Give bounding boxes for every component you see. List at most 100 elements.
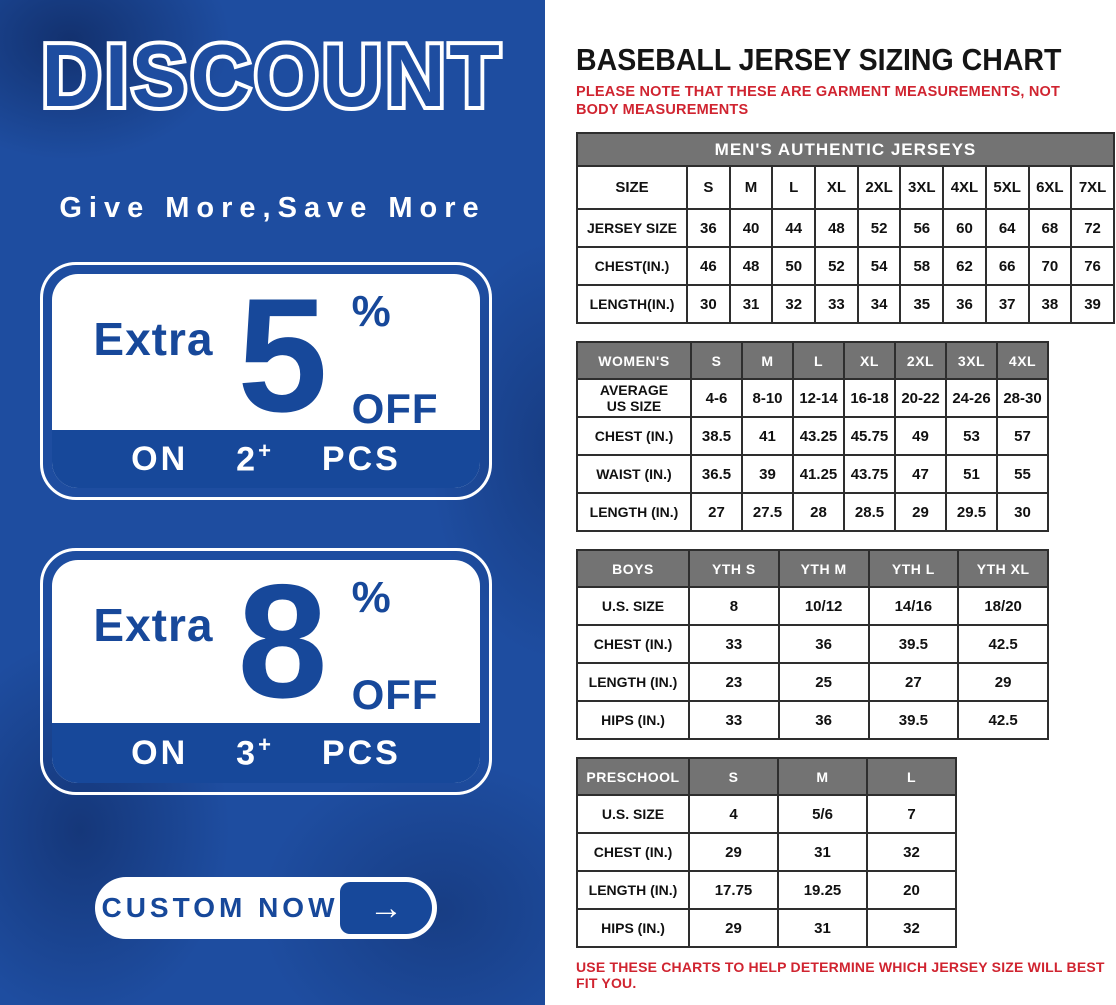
table-cell: 31	[728, 284, 774, 325]
header-cell: S	[690, 341, 743, 381]
row-label: LENGTH (IN.)	[576, 492, 692, 533]
table-cell: 32	[866, 832, 957, 873]
table-cell: 31	[777, 832, 868, 873]
table-cell: 27.5	[741, 492, 794, 533]
percent-off-column: % OFF	[352, 576, 439, 716]
table-cell: 55	[996, 454, 1049, 495]
table-cell: 31	[777, 908, 868, 949]
header-cell: M	[777, 757, 868, 797]
arrow-right-icon[interactable]: →	[340, 882, 432, 934]
header-cell: S	[686, 165, 731, 211]
table-cell: 29.5	[945, 492, 998, 533]
table-row: JERSEY SIZE 36 40 44 48 52 56 60 64 68 72	[576, 208, 1115, 249]
table-row: HIPS (IN.) 33 36 39.5 42.5	[576, 700, 1049, 741]
table-cell: 49	[894, 416, 947, 457]
discount-banner: DISCOUNT Give More,Save More Extra 5 % O…	[0, 0, 545, 1005]
header-cell: YTH S	[688, 549, 780, 589]
header-cell: SIZE	[576, 165, 688, 211]
row-label: LENGTH (IN.)	[576, 662, 690, 703]
table-cell: 60	[942, 208, 987, 249]
offer-top: Extra 5 % OFF	[52, 274, 480, 437]
table-title-band: MEN'S AUTHENTIC JERSEYS	[576, 132, 1115, 168]
row-label: CHEST(IN.)	[576, 246, 688, 287]
table-cell: 68	[1027, 208, 1073, 249]
table-cell: 38.5	[690, 416, 743, 457]
table-cell: 10/12	[777, 586, 870, 627]
table-cell: 36	[777, 700, 870, 741]
row-label: CHEST (IN.)	[576, 832, 690, 873]
table-cell: 56	[899, 208, 945, 249]
custom-now-button[interactable]: CUSTOM NOW →	[95, 877, 437, 939]
row-label: AVERAGE US SIZE	[576, 378, 692, 419]
boys-size-table: BOYS YTH S YTH M YTH L YTH XL U.S. SIZE 8 10/12…	[576, 549, 1049, 741]
mens-size-table: MEN'S AUTHENTIC JERSEYS SIZE S M L XL 2XL 3XL 4X…	[576, 132, 1115, 325]
table-cell: 36.5	[690, 454, 743, 495]
off-label: OFF	[351, 385, 439, 432]
header-cell: 5XL	[984, 165, 1030, 211]
quantity-label: 3+	[236, 732, 274, 773]
header-cell: 2XL	[856, 165, 902, 211]
table-cell: 70	[1027, 246, 1073, 287]
table-row: CHEST (IN.) 33 36 39.5 42.5	[576, 624, 1049, 665]
preschool-size-table: PRESCHOOL S M L U.S. SIZE 4 5/6 7 CHEST (IN.) 29 3…	[576, 757, 957, 949]
header-cell: S	[688, 757, 779, 797]
table-row: LENGTH(IN.) 30 31 32 33 34 35 36 37 38 39	[576, 284, 1115, 325]
table-cell: 48	[728, 246, 774, 287]
pcs-label: PCS	[321, 733, 401, 772]
row-label: LENGTH (IN.)	[576, 870, 690, 911]
header-cell: 4XL	[942, 165, 987, 211]
header-cell: YTH XL	[957, 549, 1049, 589]
table-cell: 36	[942, 284, 987, 325]
table-row: LENGTH (IN.) 27 27.5 28 28.5 29 29.5 30	[576, 492, 1049, 533]
table-cell: 33	[814, 284, 859, 325]
row-label: HIPS (IN.)	[576, 700, 690, 741]
table-cell: 33	[688, 624, 780, 665]
custom-now-label: CUSTOM NOW	[101, 892, 339, 923]
quantity-label: 2+	[236, 438, 274, 479]
on-label: ON	[131, 733, 189, 772]
table-cell: 43.75	[843, 454, 896, 495]
header-row: WOMEN'S S M L XL 2XL 3XL 4XL	[576, 341, 1049, 381]
table-cell: 40	[728, 208, 774, 249]
table-cell: 62	[942, 246, 987, 287]
table-row: AVERAGE US SIZE 4-6 8-10 12-14 16-18 20-22 24-…	[576, 378, 1049, 419]
table-cell: 57	[996, 416, 1049, 457]
table-cell: 8	[688, 586, 780, 627]
table-cell: 32	[771, 284, 817, 325]
table-cell: 28-30	[996, 378, 1049, 419]
offer-prefix: Extra	[93, 599, 214, 651]
header-cell: XL	[814, 165, 859, 211]
table-cell: 4-6	[690, 378, 743, 419]
table-row: LENGTH (IN.) 17.75 19.25 20	[576, 870, 957, 911]
table-row: CHEST (IN.) 29 31 32	[576, 832, 957, 873]
row-label: JERSEY SIZE	[576, 208, 688, 249]
header-cell: YTH L	[867, 549, 960, 589]
table-cell: 52	[856, 208, 902, 249]
table-cell: 12-14	[792, 378, 845, 419]
table-cell: 48	[814, 208, 859, 249]
table-cell: 64	[984, 208, 1030, 249]
header-cell: 6XL	[1027, 165, 1073, 211]
table-cell: 5/6	[777, 794, 868, 835]
header-cell: PRESCHOOL	[576, 757, 690, 797]
header-cell: M	[728, 165, 774, 211]
discount-title: DISCOUNT	[38, 23, 504, 128]
table-cell: 38	[1027, 284, 1073, 325]
table-cell: 14/16	[867, 586, 960, 627]
plus-sign: +	[258, 438, 274, 464]
offer-card-inner: Extra 5 % OFF ON 2+ PCS	[52, 274, 480, 488]
sizing-tables: MEN'S AUTHENTIC JERSEYS SIZE S M L XL 2XL 3XL 4X…	[545, 132, 1116, 949]
row-label: CHEST (IN.)	[576, 624, 690, 665]
table-cell: 29	[894, 492, 947, 533]
table-cell: 50	[771, 246, 817, 287]
tagline: Give More,Save More	[59, 192, 486, 224]
table-cell: 66	[984, 246, 1030, 287]
row-label: U.S. SIZE	[576, 794, 690, 835]
percent-off-column: % OFF	[352, 290, 439, 430]
table-cell: 58	[899, 246, 945, 287]
pcs-label: PCS	[321, 439, 401, 478]
womens-size-table: WOMEN'S S M L XL 2XL 3XL 4XL AVERAGE US SIZE 4-6 8…	[576, 341, 1049, 533]
table-cell: 43.25	[792, 416, 845, 457]
row-label: HIPS (IN.)	[576, 908, 690, 949]
